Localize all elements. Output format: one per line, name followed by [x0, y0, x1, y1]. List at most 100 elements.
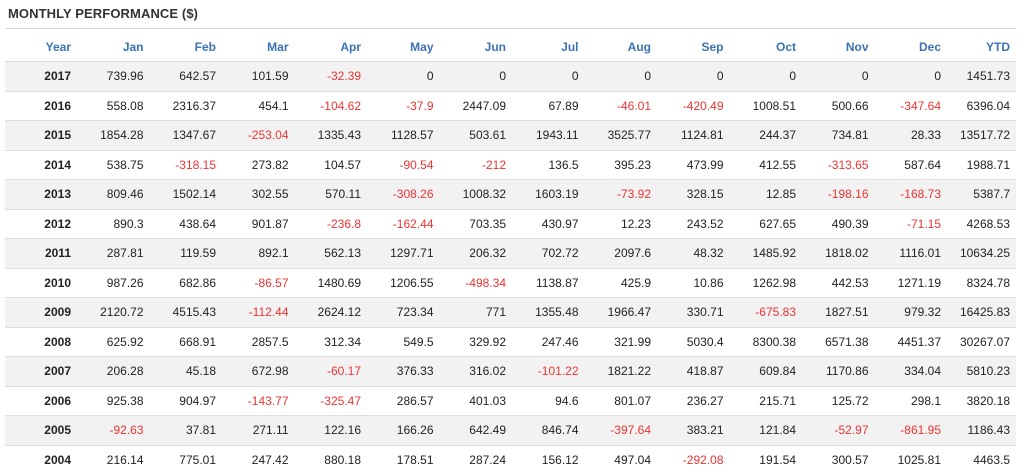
table-row: 2007 206.28 45.18 672.98 -60.17 376.33 316.02-…	[5, 356, 1016, 386]
value-cell: 1297.71	[367, 238, 440, 268]
value-cell: 1854.28	[77, 120, 150, 150]
value-cell: 271.11	[222, 415, 295, 445]
value-cell: -73.92	[584, 179, 657, 209]
value-cell: -143.77	[222, 385, 295, 416]
value-cell: 328.15	[657, 179, 730, 209]
value-cell: 1170.86	[802, 356, 875, 386]
table-body: 2017 739.96 642.57 101.59 -32.39 0 0 0 0 0 0 0 0 1451…	[5, 61, 1016, 475]
year-cell: 2015	[5, 120, 77, 150]
value-cell: -90.54	[367, 149, 440, 180]
year-cell: 2014	[5, 149, 77, 180]
value-cell: 904.97	[149, 385, 222, 416]
value-cell: 473.99	[657, 149, 730, 180]
value-cell: 503.61	[439, 120, 512, 150]
value-cell: 13517.72	[947, 120, 1016, 150]
value-cell: 549.5	[367, 326, 440, 357]
year-cell: 2016	[5, 90, 77, 121]
value-cell: -52.97	[802, 415, 875, 445]
year-cell: 2013	[5, 179, 77, 209]
value-cell: 1943.11	[512, 120, 585, 150]
table-row: 2015 1854.28 1347.67 -253.04 1335.43 1128.57 5…	[5, 120, 1016, 150]
value-cell: 1485.92	[729, 238, 802, 268]
year-cell: 2011	[5, 238, 77, 268]
value-cell: -318.15	[149, 149, 222, 180]
value-cell: 334.04	[874, 356, 947, 386]
table-row: 2016 558.08 2316.37 454.1 -104.62 -37.9 2447.0…	[5, 90, 1016, 121]
value-cell: 1008.51	[729, 90, 802, 121]
value-cell: 723.34	[367, 297, 440, 327]
value-cell: 206.28	[77, 356, 150, 386]
table-header-row: Year Jan Feb Mar Apr May Jun Jul Aug Sep Oct Nov Dec…	[5, 32, 1016, 62]
value-cell: 627.65	[729, 208, 802, 239]
table-row: 2009 2120.72 4515.43 -112.44 2624.12 723.34 77…	[5, 297, 1016, 327]
value-cell: 1128.57	[367, 120, 440, 150]
value-cell: 4463.5	[947, 444, 1016, 475]
value-cell: 1355.48	[512, 297, 585, 327]
value-cell: 454.1	[222, 90, 295, 121]
table-row: 2006 925.38 904.97 -143.77 -325.47 286.57 401.…	[5, 385, 1016, 416]
value-cell: 538.75	[77, 149, 150, 180]
value-cell: -347.64	[874, 90, 947, 121]
value-cell: 3820.18	[947, 385, 1016, 416]
table-row: 2010 987.26 682.86 -86.57 1480.69 1206.55 -498…	[5, 267, 1016, 298]
value-cell: 216.14	[77, 444, 150, 475]
column-header-sep: Sep	[701, 39, 724, 54]
value-cell: 925.38	[77, 385, 150, 416]
value-cell: 6571.38	[802, 326, 875, 357]
value-cell: 48.32	[657, 238, 730, 268]
table-row: 2013 809.46 1502.14 302.55 570.11 -308.26 1008…	[5, 179, 1016, 209]
table-row: 2011 287.81 119.59 892.1 562.13 1297.71 206.32…	[5, 238, 1016, 268]
value-cell: 1603.19	[512, 179, 585, 209]
value-cell: 236.27	[657, 385, 730, 416]
value-cell: 0	[802, 61, 875, 91]
value-cell: 668.91	[149, 326, 222, 357]
value-cell: -37.9	[367, 90, 440, 121]
value-cell: 0	[874, 61, 947, 91]
value-cell: 101.59	[222, 61, 295, 91]
value-cell: 330.71	[657, 297, 730, 327]
value-cell: -162.44	[367, 208, 440, 239]
value-cell: 6396.04	[947, 90, 1016, 121]
value-cell: 609.84	[729, 356, 802, 386]
column-header-oct: Oct	[775, 39, 796, 54]
value-cell: -253.04	[222, 120, 295, 150]
year-cell: 2017	[5, 61, 77, 91]
value-cell: -420.49	[657, 90, 730, 121]
value-cell: 1138.87	[512, 267, 585, 298]
value-cell: -212	[439, 149, 512, 180]
value-cell: 300.57	[802, 444, 875, 475]
table-row: 2017 739.96 642.57 101.59 -32.39 0 0 0 0 0 0 0 0 1451…	[5, 61, 1016, 91]
value-cell: 0	[657, 61, 730, 91]
year-cell: 2009	[5, 297, 77, 327]
value-cell: 702.72	[512, 238, 585, 268]
column-header-feb: Feb	[194, 39, 216, 54]
value-cell: 1818.02	[802, 238, 875, 268]
value-cell: 321.99	[584, 326, 657, 357]
year-cell: 2008	[5, 326, 77, 357]
table-row: 2008 625.92 668.91 2857.5 312.34 549.5 329.92 2…	[5, 326, 1016, 357]
value-cell: 2097.6	[584, 238, 657, 268]
value-cell: 298.1	[874, 385, 947, 416]
value-cell: 28.33	[874, 120, 947, 150]
value-cell: 4268.53	[947, 208, 1016, 239]
table-row: 2014 538.75 -318.15 273.82 104.57 -90.54 -212 1…	[5, 149, 1016, 180]
column-header-year: Year	[45, 39, 71, 54]
value-cell: -236.8	[294, 208, 367, 239]
value-cell: 247.42	[222, 444, 295, 475]
value-cell: 1347.67	[149, 120, 222, 150]
value-cell: 570.11	[294, 179, 367, 209]
value-cell: 490.39	[802, 208, 875, 239]
value-cell: 191.54	[729, 444, 802, 475]
value-cell: 37.81	[149, 415, 222, 445]
value-cell: 316.02	[439, 356, 512, 386]
value-cell: 890.3	[77, 208, 150, 239]
value-cell: 430.97	[512, 208, 585, 239]
value-cell: 2120.72	[77, 297, 150, 327]
value-cell: 243.52	[657, 208, 730, 239]
value-cell: 287.81	[77, 238, 150, 268]
year-cell: 2012	[5, 208, 77, 239]
value-cell: 500.66	[802, 90, 875, 121]
column-header-mar: Mar	[267, 39, 289, 54]
value-cell: 562.13	[294, 238, 367, 268]
value-cell: 376.33	[367, 356, 440, 386]
